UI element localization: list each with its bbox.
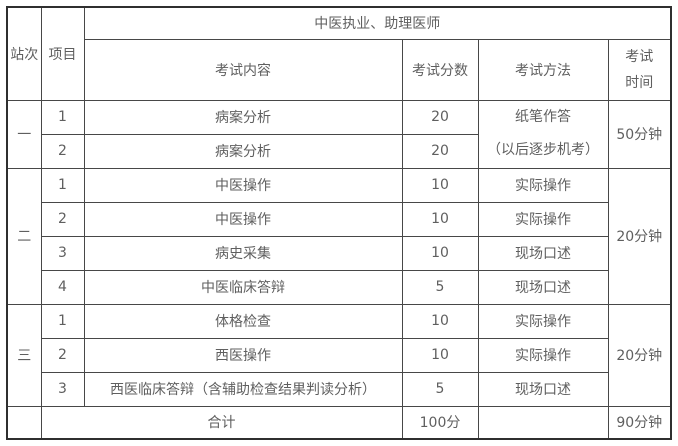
- total-station-empty-cell: [6, 405, 42, 440]
- method-cell: 实际操作: [477, 167, 609, 203]
- table-row: 2 西医操作 10 实际操作: [7, 337, 671, 373]
- header-group-title: 中医执业、助理医师: [83, 6, 672, 40]
- header-time-line1: 考试: [625, 48, 654, 65]
- item-no-cell: 2: [40, 337, 85, 373]
- content-cell: 病案分析: [83, 133, 403, 169]
- total-score-cell: 100分: [401, 405, 479, 440]
- score-cell: 5: [401, 269, 479, 305]
- table-row: 2 中医操作 10 实际操作: [7, 201, 671, 237]
- score-cell: 10: [401, 337, 479, 373]
- time-cell: 20分钟: [607, 303, 672, 407]
- method-line1: 纸笔作答: [515, 109, 571, 125]
- header-item: 项目: [40, 6, 85, 101]
- score-cell: 20: [401, 133, 479, 169]
- item-no-cell: 3: [40, 371, 85, 407]
- score-cell: 5: [401, 371, 479, 407]
- item-no-cell: 1: [40, 303, 85, 339]
- score-cell: 20: [401, 99, 479, 135]
- time-cell: 20分钟: [607, 167, 672, 305]
- header-method: 考试方法: [477, 38, 609, 101]
- content-cell: 体格检查: [83, 303, 403, 339]
- header-time-line2: 时间: [625, 74, 654, 91]
- time-cell: 50分钟: [607, 99, 672, 169]
- header-score: 考试分数: [401, 38, 479, 101]
- score-cell: 10: [401, 235, 479, 271]
- header-time: 考试 时间: [607, 38, 672, 101]
- station-label-cell: 三: [6, 303, 42, 407]
- station-label-cell: 二: [6, 167, 42, 305]
- table-row: 三 1 体格检查 10 实际操作 20分钟: [6, 303, 672, 407]
- total-label-cell: 合计: [40, 405, 403, 440]
- item-no-cell: 2: [40, 201, 85, 237]
- method-cell: 现场口述: [477, 235, 609, 271]
- header-content: 考试内容: [83, 38, 403, 101]
- item-no-cell: 1: [40, 167, 85, 203]
- content-cell: 中医临床答辩: [83, 269, 403, 305]
- method-line2: （以后逐步机考）: [487, 142, 599, 158]
- method-cell: 实际操作: [477, 201, 609, 237]
- table-row: 3 西医临床答辩（含辅助检查结果判读分析） 5 现场口述: [7, 371, 671, 407]
- table-row: 4 中医临床答辩 5 现场口述: [7, 269, 671, 305]
- method-cell-merged: 纸笔作答 （以后逐步机考）: [477, 99, 609, 169]
- content-cell: 西医操作: [83, 337, 403, 373]
- method-cell: 现场口述: [477, 269, 609, 305]
- item-no-cell: 3: [40, 235, 85, 271]
- table-row: 一 1 病案分析 20 纸笔作答 （以后逐步机考） 50分钟: [6, 99, 672, 169]
- table-row: 二 1 中医操作 10 实际操作 20分钟: [6, 167, 672, 305]
- exam-table: 站次 项目 中医执业、助理医师 考试内容 考试分数 考试方法 考试 时间 一 1…: [6, 6, 672, 440]
- content-cell: 病史采集: [83, 235, 403, 271]
- content-cell: 西医临床答辩（含辅助检查结果判读分析）: [83, 371, 403, 407]
- content-cell: 中医操作: [83, 201, 403, 237]
- item-no-cell: 4: [40, 269, 85, 305]
- total-method-empty-cell: [477, 405, 609, 440]
- total-row: 合计 100分 90分钟: [6, 405, 672, 440]
- score-cell: 10: [401, 201, 479, 237]
- score-cell: 10: [401, 167, 479, 203]
- method-cell: 现场口述: [477, 371, 609, 407]
- method-cell: 实际操作: [477, 303, 609, 339]
- station-label-cell: 一: [6, 99, 42, 169]
- total-time-cell: 90分钟: [607, 405, 672, 440]
- method-cell: 实际操作: [477, 337, 609, 373]
- content-cell: 中医操作: [83, 167, 403, 203]
- score-cell: 10: [401, 303, 479, 339]
- item-no-cell: 1: [40, 99, 85, 135]
- content-cell: 病案分析: [83, 99, 403, 135]
- item-no-cell: 2: [40, 133, 85, 169]
- table-row: 3 病史采集 10 现场口述: [7, 235, 671, 271]
- header-station: 站次: [6, 6, 42, 101]
